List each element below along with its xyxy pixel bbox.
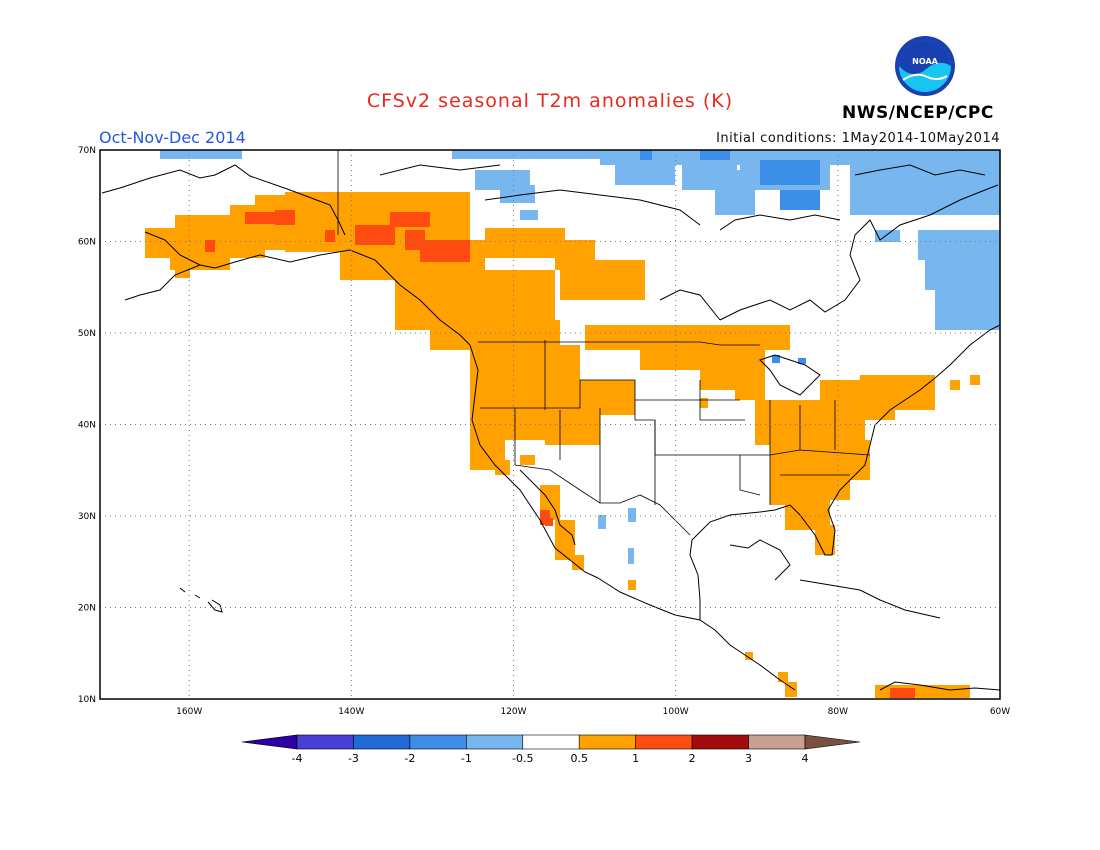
logo-text: NOAA: [912, 57, 938, 66]
colorbar-swatch: [635, 734, 693, 750]
lat-tick-label: 30N: [78, 512, 96, 522]
map-title: CFSv2 seasonal T2m anomalies (K): [366, 90, 734, 112]
colorbar-label: -4: [292, 752, 303, 765]
coastlines: [101, 164, 1001, 691]
colorbar-swatch: [804, 734, 861, 750]
lat-tick-label: 70N: [78, 146, 96, 156]
colorbar-swatch: [241, 734, 298, 750]
lon-tick-label: 120W: [500, 707, 526, 717]
noaa-logo-icon: NOAA: [895, 36, 955, 96]
colorbar-swatch: [578, 734, 636, 750]
colorbar: -4 -3 -2 -1 -0.5 0.5 1 2 3 4: [241, 734, 861, 765]
lon-tick-label: 140W: [338, 707, 364, 717]
lat-lon-grid: [100, 150, 1000, 699]
lon-tick-label: 160W: [176, 707, 202, 717]
colorbar-label: 2: [689, 752, 696, 765]
colorbar-swatch: [296, 734, 354, 750]
colorbar-swatch: [409, 734, 467, 750]
colorbar-label: 3: [745, 752, 752, 765]
colorbar-label: -1: [461, 752, 472, 765]
colorbar-label: 0.5: [570, 752, 588, 765]
colorbar-swatch: [353, 734, 411, 750]
agency-label: NWS/NCEP/CPC: [842, 103, 994, 123]
colorbar-label: -0.5: [512, 752, 533, 765]
map-border: [99, 149, 1001, 700]
lat-tick-label: 40N: [78, 421, 96, 431]
lon-tick-label: 80W: [828, 707, 848, 717]
forecast-period: Oct-Nov-Dec 2014: [99, 128, 246, 147]
initial-conditions: Initial conditions: 1May2014-10May2014: [716, 131, 1000, 146]
colorbar-swatch: [522, 734, 580, 750]
lon-tick-label: 60W: [990, 707, 1010, 717]
colorbar-label: -3: [348, 752, 359, 765]
political-borders: [337, 150, 871, 536]
colorbar-label: 1: [632, 752, 639, 765]
lat-tick-label: 60N: [78, 238, 96, 248]
colorbar-swatch: [748, 734, 806, 750]
colorbar-swatch: [466, 734, 524, 750]
lon-tick-label: 100W: [663, 707, 689, 717]
colorbar-label: 4: [802, 752, 809, 765]
colorbar-label: -2: [404, 752, 415, 765]
axis-ticks: 70N 60N 50N 40N 30N 20N 10N 160W 140W 120W 100W 80W…: [78, 146, 1010, 717]
anomaly-shading: [145, 150, 1000, 698]
colorbar-swatch: [691, 734, 749, 750]
lat-tick-label: 50N: [78, 329, 96, 339]
lat-tick-label: 20N: [78, 604, 96, 614]
lat-tick-label: 10N: [78, 695, 96, 705]
